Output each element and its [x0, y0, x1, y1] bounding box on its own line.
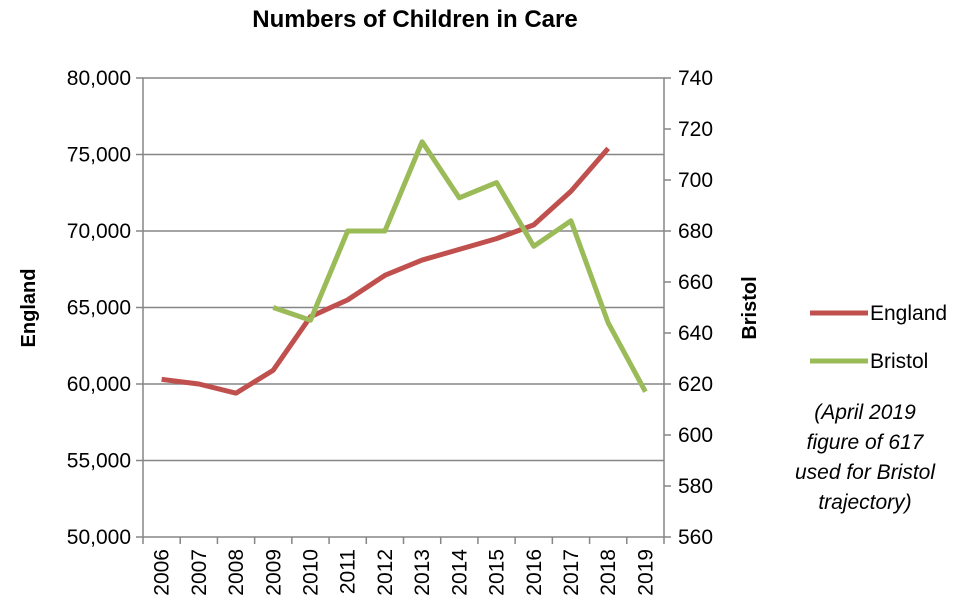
- x-tick-label: 2018: [597, 549, 620, 596]
- right-tick-label: 740: [678, 67, 713, 90]
- legend-label-bristol: Bristol: [870, 350, 928, 373]
- right-tick-label: 580: [678, 475, 713, 498]
- left-tick-label: 75,000: [67, 144, 131, 167]
- annotation-note: (April 2019 figure of 617 used for Brist…: [795, 401, 936, 514]
- series-layer: [161, 139, 648, 396]
- right-tick-label: 560: [678, 526, 713, 549]
- annotation-line-4: trajectory): [818, 491, 911, 514]
- right-tick-label: 660: [678, 271, 713, 294]
- left-axis: 50,000 55,000 60,000 65,000 70,000 75,000 80,0…: [67, 67, 143, 549]
- x-tick-label: 2013: [411, 549, 434, 596]
- annotation-line-3: used for Bristol: [795, 461, 936, 484]
- left-tick-label: 65,000: [67, 297, 131, 320]
- x-tick-label: 2015: [486, 549, 509, 596]
- series-line-bristol: [272, 139, 648, 393]
- right-tick-label: 680: [678, 220, 713, 243]
- left-tick-label: 80,000: [67, 67, 131, 90]
- x-tick-label: 2008: [225, 549, 248, 596]
- right-axis: 560 580 600 620 640 660 680 700 720 740: [664, 67, 713, 549]
- right-tick-label: 720: [678, 118, 713, 141]
- legend: England Bristol: [810, 302, 947, 373]
- left-tick-label: 55,000: [67, 450, 131, 473]
- legend-label-england: England: [870, 302, 947, 325]
- x-tick-label: 2010: [299, 549, 322, 596]
- left-tick-label: 50,000: [67, 526, 131, 549]
- x-tick-label: 2014: [448, 549, 471, 596]
- series-line-england: [161, 146, 611, 396]
- right-tick-label: 620: [678, 373, 713, 396]
- x-tick-label: 2006: [151, 549, 174, 596]
- x-tick-label: 2019: [634, 549, 657, 596]
- x-tick-label: 2016: [523, 549, 546, 596]
- x-tick-label: 2009: [262, 549, 285, 596]
- right-axis-title: Bristol: [739, 276, 761, 339]
- x-tick-label: 2011: [337, 549, 360, 594]
- left-axis-title: England: [18, 269, 40, 348]
- x-tick-label: 2017: [560, 549, 583, 596]
- annotation-line-2: figure of 617: [807, 431, 925, 454]
- x-tick-label: 2007: [188, 549, 211, 596]
- x-axis: 2006 2007 2008 2009 2010 2011 2012 2013 2014 2015…: [142, 537, 665, 596]
- right-tick-label: 700: [678, 169, 713, 192]
- chart-title: Numbers of Children in Care: [252, 6, 577, 33]
- x-tick-label: 2012: [374, 549, 397, 596]
- left-tick-label: 60,000: [67, 373, 131, 396]
- right-tick-label: 640: [678, 322, 713, 345]
- gridlines: [143, 153, 664, 462]
- annotation-line-1: (April 2019: [814, 401, 916, 424]
- left-tick-label: 70,000: [67, 220, 131, 243]
- right-tick-label: 600: [678, 424, 713, 447]
